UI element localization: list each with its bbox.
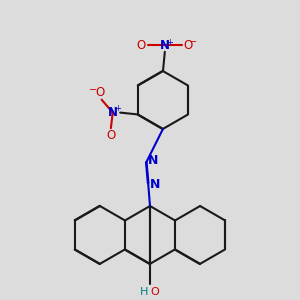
Text: O: O: [95, 86, 104, 99]
Text: O: O: [106, 129, 116, 142]
Text: N: N: [150, 178, 160, 191]
Text: O: O: [150, 287, 159, 297]
Text: O: O: [137, 39, 146, 52]
Text: O: O: [184, 39, 193, 52]
Text: +: +: [114, 104, 121, 113]
Text: N: N: [160, 39, 170, 52]
Text: H: H: [140, 287, 148, 297]
Text: N: N: [108, 106, 118, 119]
Text: −: −: [89, 85, 98, 94]
Text: −: −: [189, 37, 197, 47]
Text: +: +: [166, 38, 173, 47]
Text: N: N: [148, 154, 158, 167]
